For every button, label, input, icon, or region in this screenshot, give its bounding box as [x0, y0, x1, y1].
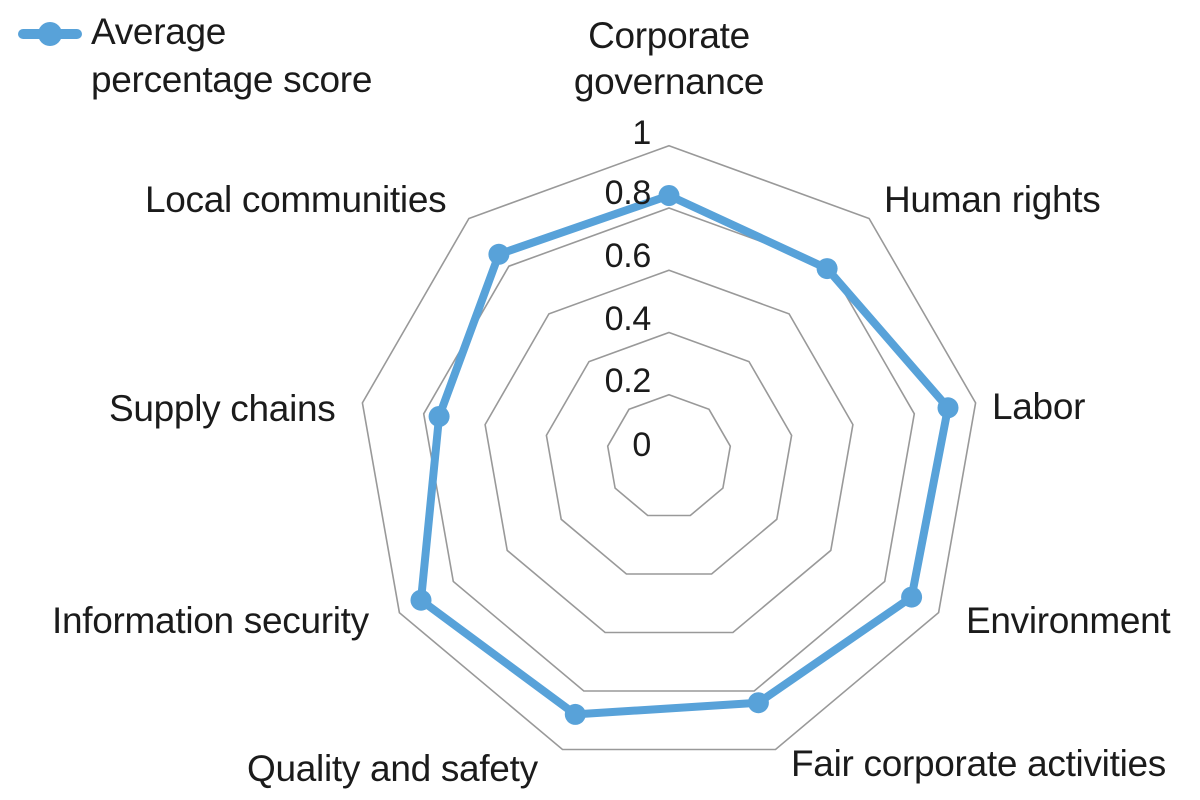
data-series-line — [417, 191, 952, 719]
data-point-marker — [410, 589, 432, 611]
grid-ring — [545, 331, 793, 575]
data-point-marker — [488, 243, 510, 265]
axis-label-information-security: Information security — [52, 600, 369, 641]
tick-label-0-8: 0.8 — [604, 174, 652, 212]
axis-label-quality-and-safety: Quality and safety — [247, 748, 538, 789]
axis-label-human-rights: Human rights — [884, 179, 1101, 220]
axis-label-environment: Environment — [966, 600, 1171, 641]
grid-ring — [606, 393, 732, 517]
tick-label-0-2: 0.2 — [604, 362, 652, 400]
data-point-marker — [564, 703, 586, 725]
axis-label-supply-chains: Supply chains — [109, 388, 336, 429]
data-point-marker — [428, 406, 450, 427]
legend-label: Average percentage score — [91, 11, 373, 100]
data-point-marker — [937, 397, 959, 419]
legend-line-marker-icon — [14, 16, 86, 52]
tick-label-0-4: 0.4 — [604, 300, 652, 338]
axis-label-corporate-governance: Corporate governance — [573, 15, 765, 102]
grid-ring — [361, 144, 977, 751]
tick-label-0-6: 0.6 — [604, 237, 652, 275]
legend: Average percentage score — [0, 0, 400, 110]
legend-dot-icon — [38, 22, 62, 46]
data-point-marker — [816, 258, 838, 280]
grid-ring — [484, 269, 854, 634]
tick-label-1: 1 — [632, 114, 651, 152]
axis-label-labor: Labor — [992, 386, 1086, 427]
data-point-marker — [901, 586, 923, 608]
axis-label-fair-corporate-activities: Fair corporate activities — [791, 743, 1166, 784]
data-point-marker — [658, 185, 680, 206]
tick-label-0: 0 — [632, 426, 651, 464]
axis-label-local-communities: Local communities — [145, 179, 447, 220]
data-point-marker — [747, 692, 769, 714]
